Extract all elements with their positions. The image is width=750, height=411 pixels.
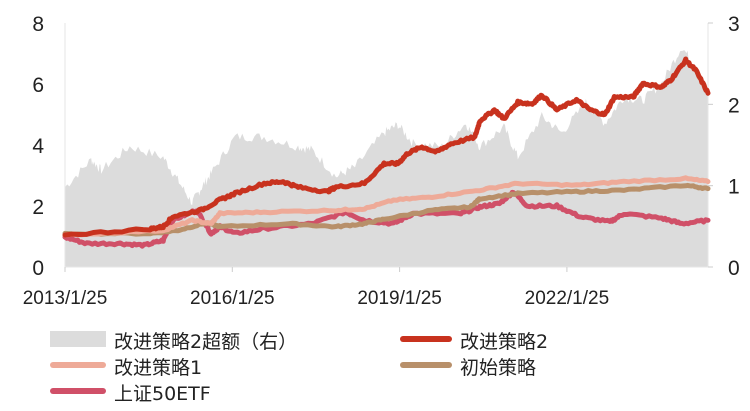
series-line-2 (62, 175, 711, 238)
legend-swatch-initial (400, 362, 452, 368)
y-left-tick-label: 0 (32, 257, 44, 280)
x-tick-label: 2022/1/25 (525, 288, 610, 309)
legend-swatch-strategy1 (50, 362, 106, 368)
series-line-3 (62, 182, 711, 237)
y-right-tick-label: 3 (728, 13, 740, 36)
legend-swatch-etf (50, 388, 106, 394)
y-right-tick-label: 1 (728, 176, 740, 199)
x-tick-label: 2013/1/25 (23, 288, 108, 309)
y-left-tick-label: 8 (32, 13, 44, 36)
legend-label-strategy2: 改进策略2 (460, 331, 549, 353)
x-tick-label: 2016/1/25 (190, 288, 275, 309)
plot-area: 0 2 4 6 8 0 1 2 3 2013/1/25 2016/1/25 2019/1/25 2022… (23, 13, 740, 309)
legend-label-etf: 上证50ETF (114, 383, 211, 405)
y-right-tick-label: 0 (728, 257, 740, 280)
y-left-tick-label: 4 (32, 135, 44, 158)
legend-label-initial: 初始策略 (460, 357, 537, 379)
series-line-1 (62, 56, 711, 238)
legend-label-strategy1: 改进策略1 (114, 357, 203, 379)
x-tick-label: 2019/1/25 (357, 288, 442, 309)
y-left-tick-label: 6 (32, 74, 44, 97)
legend-label-excess: 改进策略2超额（右） (114, 331, 298, 353)
y-right-tick-label: 2 (728, 94, 740, 117)
legend-swatch-strategy2 (400, 336, 452, 342)
legend-swatch-area (50, 331, 106, 347)
y-left-tick-label: 2 (32, 196, 44, 219)
